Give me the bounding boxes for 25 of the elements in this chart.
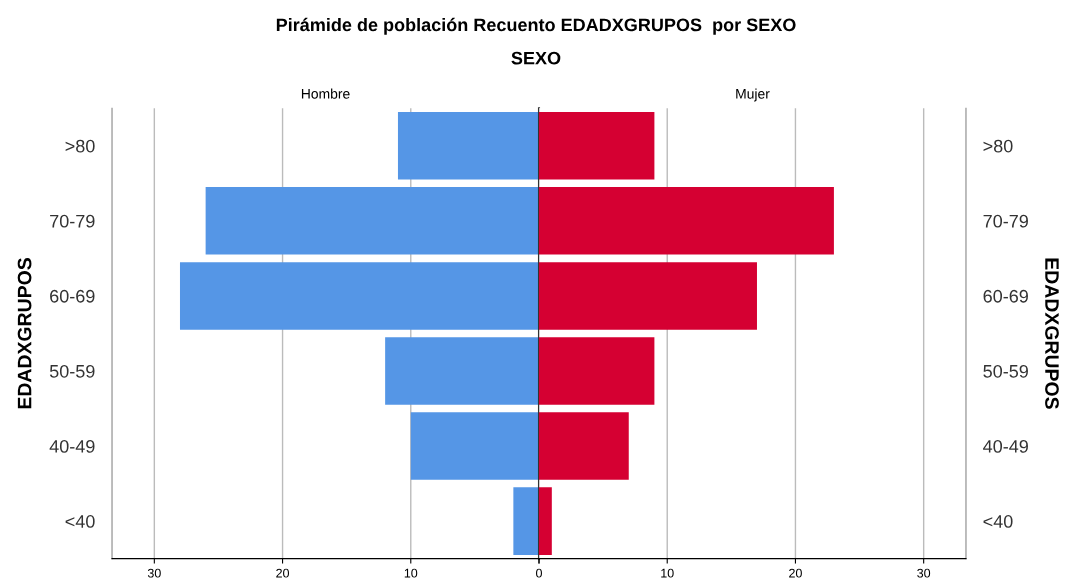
x-tick-label: 0 [536,568,542,578]
chart-subtitle: SEXO [511,51,561,65]
x-tick-label: 30 [917,568,931,578]
x-tick-label: 10 [661,568,674,578]
x-tick-label: 30 [147,568,161,578]
y-tick-label: 40-49 [983,440,1028,453]
chart-title: Pirámide de población Recuento EDADXGRUPOS por SEXO [276,17,796,35]
x-tick-label: 20 [276,568,290,578]
text: Hombre [301,88,350,99]
y-tick-label: 60-69 [50,289,95,303]
y-tick-label: 40-49 [49,440,95,453]
y-tick-label: 50-59 [983,364,1028,378]
x-tick-label: 10 [404,568,418,578]
x-tick-label: 20 [789,568,802,578]
text: Mujer [736,88,770,102]
y-tick-label: >80 [983,139,1013,153]
y-tick-label: 70-79 [983,214,1028,228]
y-tick-label: <40 [65,515,95,528]
y-tick-label: 50-59 [49,364,95,378]
y-axis-title: EDADXGRUPOS [1045,258,1059,409]
y-tick-label: 70-79 [50,214,95,228]
y-tick-label: >80 [65,139,95,153]
y-tick-label: <40 [983,515,1013,528]
y-tick-label: 60-69 [983,289,1028,303]
y-axis-title: EDADXGRUPOS [17,258,32,409]
